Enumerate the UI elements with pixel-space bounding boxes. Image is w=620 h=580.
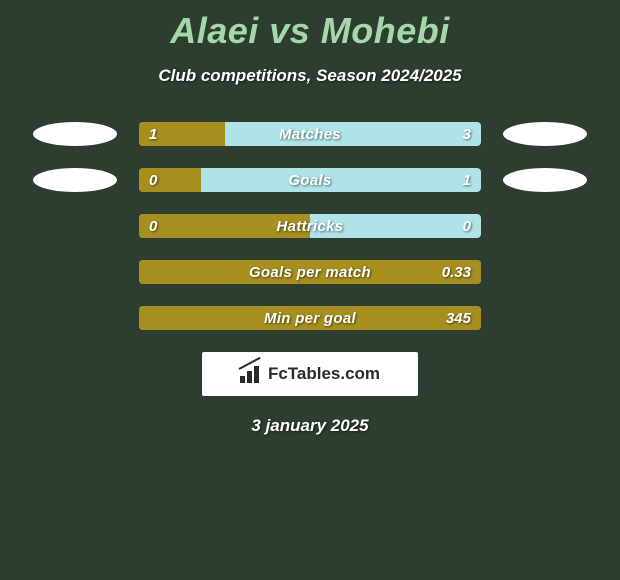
stat-left-value: 1	[149, 122, 157, 146]
stat-bar: Hattricks0 0	[139, 214, 481, 238]
stat-row: Matches1 3	[0, 122, 620, 146]
stat-bar: Goals0 1	[139, 168, 481, 192]
stat-row: Hattricks0 0	[0, 214, 620, 238]
stat-left-value: 0	[149, 214, 157, 238]
stat-row: Goals per match0.33	[0, 260, 620, 284]
stat-label: Min per goal	[139, 306, 481, 330]
logo-text: FcTables.com	[268, 364, 380, 384]
player-right-ellipse	[503, 122, 587, 146]
stat-label: Goals	[139, 168, 481, 192]
player-right-ellipse	[503, 168, 587, 192]
stat-label: Matches	[139, 122, 481, 146]
page-subtitle: Club competitions, Season 2024/2025	[0, 66, 620, 86]
stat-right-value: 345	[446, 306, 471, 330]
logo-box: FcTables.com	[202, 352, 418, 396]
stat-bar: Goals per match0.33	[139, 260, 481, 284]
stat-right-value: 1	[463, 168, 471, 192]
player-left-ellipse	[33, 168, 117, 192]
logo-chart-icon	[240, 365, 262, 383]
stat-right-value: 0	[463, 214, 471, 238]
page-title: Alaei vs Mohebi	[0, 0, 620, 52]
stat-left-value: 0	[149, 168, 157, 192]
footer-date: 3 january 2025	[0, 416, 620, 436]
stat-label: Goals per match	[139, 260, 481, 284]
player-left-ellipse	[33, 122, 117, 146]
stat-bar: Matches1 3	[139, 122, 481, 146]
stat-row: Goals0 1	[0, 168, 620, 192]
stats-rows: Matches13Goals01Hattricks00Goals per mat…	[0, 122, 620, 330]
stat-row: Min per goal345	[0, 306, 620, 330]
stat-right-value: 3	[463, 122, 471, 146]
stat-label: Hattricks	[139, 214, 481, 238]
stat-right-value: 0.33	[442, 260, 471, 284]
stat-bar: Min per goal345	[139, 306, 481, 330]
